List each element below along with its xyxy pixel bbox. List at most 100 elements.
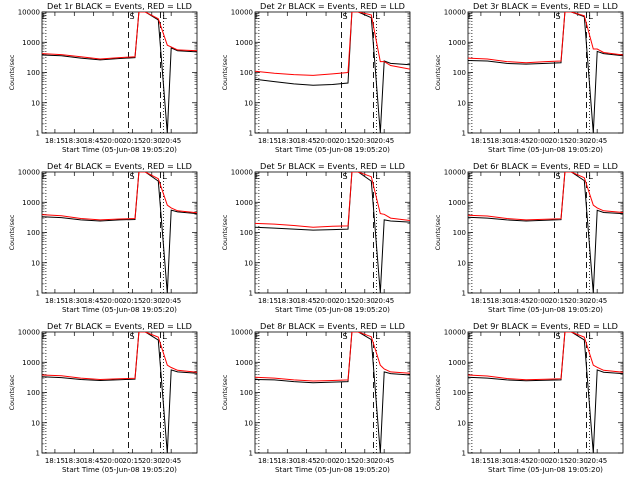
marker-l: L: [375, 12, 380, 21]
x-tick-label: 20:00: [529, 137, 549, 145]
y-tick-label: 100: [240, 229, 253, 237]
y-tick-label: 1000: [448, 199, 466, 207]
x-axis-label: Start Time (05-Jun-08 19:05:20): [62, 465, 177, 474]
series-events-line: [468, 172, 623, 293]
marker-s: S: [556, 172, 561, 181]
y-axis-label: Counts/sec: [8, 214, 16, 250]
y-tick-label: 1: [462, 130, 466, 138]
y-tick-label: 1000: [22, 39, 40, 47]
x-tick-label: 20:45: [374, 137, 394, 145]
y-tick-label: 10000: [18, 9, 40, 17]
x-tick-label: 20:15: [335, 297, 355, 305]
y-tick-label: 10: [457, 419, 466, 427]
x-tick-label: 18:15: [258, 457, 278, 465]
panel-title: Det 7r BLACK = Events, RED = LLD: [47, 321, 192, 331]
series-lld-line: [42, 12, 197, 60]
series-lld-line: [468, 172, 623, 221]
x-tick-label: 20:45: [587, 297, 607, 305]
y-axis-label: Counts/sec: [221, 374, 229, 410]
series-events-line: [468, 12, 623, 133]
x-axis-label: Start Time (05-Jun-08 19:05:20): [275, 305, 390, 314]
marker-s: S: [556, 12, 561, 21]
panel-title: Det 4r BLACK = Events, RED = LLD: [47, 161, 192, 171]
y-tick-label: 1: [462, 290, 466, 298]
x-tick-label: 18:15: [258, 297, 278, 305]
marker-s: S: [130, 332, 135, 341]
x-axis-label: Start Time (05-Jun-08 19:05:20): [62, 145, 177, 154]
y-tick-label: 1: [36, 130, 40, 138]
x-axis-label: Start Time (05-Jun-08 19:05:20): [62, 305, 177, 314]
x-tick-label: 20:00: [316, 457, 336, 465]
plot-frame: [254, 331, 411, 454]
x-tick-label: 20:15: [122, 297, 142, 305]
x-tick-label: 20:30: [355, 137, 375, 145]
y-tick-label: 10000: [231, 169, 253, 177]
panel-9: Det 9r BLACK = Events, RED = LLD 1 10 100 10…: [434, 321, 624, 474]
y-tick-label: 1000: [22, 199, 40, 207]
y-tick-label: 1: [249, 450, 253, 458]
x-tick-label: 18:45: [84, 137, 104, 145]
y-tick-label: 100: [27, 229, 40, 237]
marker-l: L: [588, 332, 593, 341]
x-tick-label: 20:15: [335, 137, 355, 145]
x-tick-label: 20:45: [587, 137, 607, 145]
x-tick-label: 20:45: [374, 457, 394, 465]
x-tick-label: 18:30: [64, 137, 84, 145]
y-tick-label: 10000: [444, 329, 466, 337]
y-tick-label: 1: [36, 290, 40, 298]
y-tick-label: 10: [31, 419, 40, 427]
x-tick-label: 18:15: [45, 297, 65, 305]
y-axis-label: Counts/sec: [8, 374, 16, 410]
y-tick-label: 100: [453, 389, 466, 397]
x-tick-label: 18:45: [510, 137, 530, 145]
series-lld-line: [42, 172, 197, 221]
x-tick-label: 18:45: [84, 457, 104, 465]
y-tick-label: 100: [27, 69, 40, 77]
series-events-line: [468, 332, 623, 453]
x-tick-label: 20:45: [161, 137, 181, 145]
y-tick-label: 10: [244, 259, 253, 267]
marker-s: S: [343, 172, 348, 181]
x-tick-label: 20:00: [529, 457, 549, 465]
x-tick-label: 20:15: [548, 297, 568, 305]
x-tick-label: 20:15: [122, 137, 142, 145]
marker-l: L: [162, 172, 167, 181]
x-tick-label: 18:15: [471, 457, 491, 465]
x-tick-label: 20:30: [142, 137, 162, 145]
panel-5: Det 5r BLACK = Events, RED = LLD 1 10 100 10…: [221, 161, 411, 314]
x-tick-label: 18:30: [490, 297, 510, 305]
x-axis-label: Start Time (05-Jun-08 19:05:20): [488, 465, 603, 474]
y-tick-label: 10: [457, 259, 466, 267]
panel-2: Det 2r BLACK = Events, RED = LLD 1 10 100 10…: [221, 1, 411, 154]
y-tick-label: 10: [457, 99, 466, 107]
x-tick-label: 20:45: [161, 297, 181, 305]
panel-title: Det 3r BLACK = Events, RED = LLD: [473, 1, 618, 11]
y-axis-label: Counts/sec: [221, 54, 229, 90]
x-tick-label: 20:45: [161, 457, 181, 465]
plot-frame: [467, 11, 624, 134]
plot-frame: [41, 171, 198, 294]
plot-frame: [41, 11, 198, 134]
series-lld-line: [42, 332, 197, 381]
panel-title: Det 6r BLACK = Events, RED = LLD: [473, 161, 618, 171]
y-tick-label: 1000: [448, 359, 466, 367]
series-events-line: [42, 12, 197, 133]
panel-title: Det 8r BLACK = Events, RED = LLD: [260, 321, 405, 331]
plot-frame: [254, 171, 411, 294]
y-tick-label: 1000: [448, 39, 466, 47]
x-tick-label: 20:00: [316, 297, 336, 305]
y-tick-label: 10000: [444, 169, 466, 177]
x-tick-label: 18:30: [277, 297, 297, 305]
series-events-line: [255, 12, 410, 133]
marker-e: E: [42, 12, 47, 21]
x-tick-label: 20:30: [568, 137, 588, 145]
series-events-line: [255, 332, 410, 453]
marker-e: E: [255, 332, 260, 341]
panel-title: Det 5r BLACK = Events, RED = LLD: [260, 161, 405, 171]
x-tick-label: 20:00: [103, 457, 123, 465]
marker-l: L: [162, 332, 167, 341]
y-tick-label: 10: [244, 419, 253, 427]
marker-e: E: [468, 12, 473, 21]
x-tick-label: 20:00: [103, 297, 123, 305]
x-axis-label: Start Time (05-Jun-08 19:05:20): [488, 145, 603, 154]
